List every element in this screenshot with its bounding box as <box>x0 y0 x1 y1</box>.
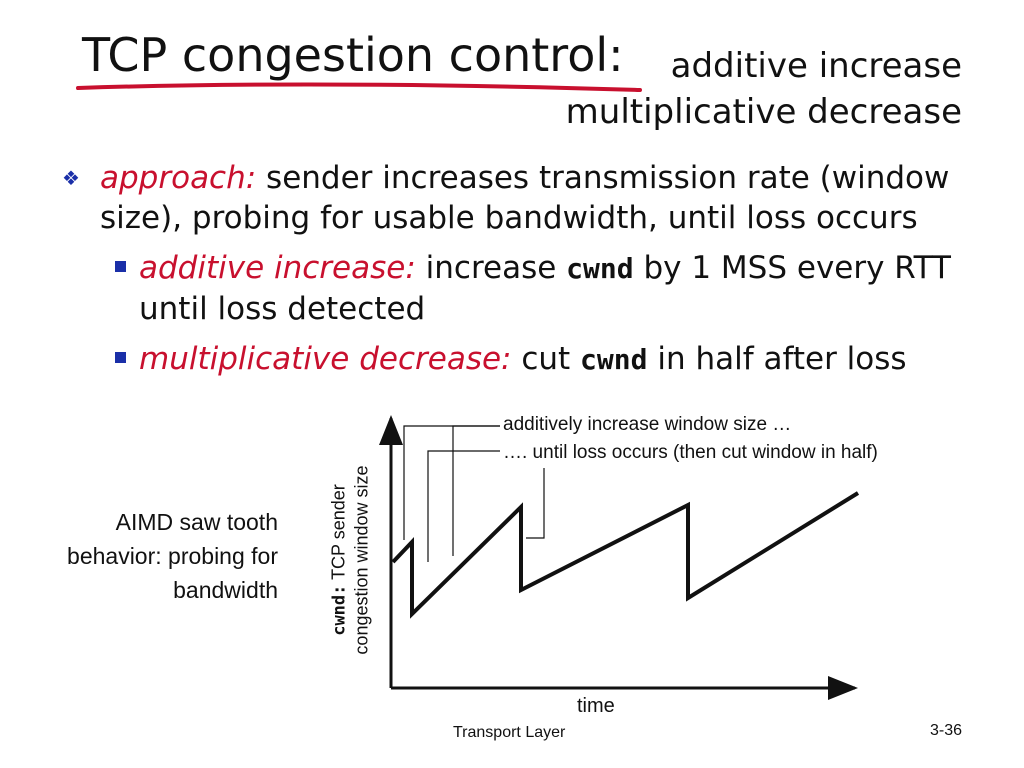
additive-text-after: by 1 MSS every RTT until loss detected <box>139 250 951 327</box>
bullet-multiplicative-decrease: multiplicative decrease: cut cwnd in hal… <box>115 339 995 380</box>
y-axis-label-code: cwnd: <box>329 584 350 636</box>
y-axis-label-text1: TCP sender <box>328 484 349 585</box>
loss-leader-line <box>526 468 545 539</box>
slide-title: TCP congestion control: <box>82 28 624 82</box>
x-axis-label: time <box>577 695 615 717</box>
additive-text-before: increase <box>415 250 567 286</box>
increase-leader-line <box>403 425 500 540</box>
page-number: 3-36 <box>929 722 962 739</box>
multiplicative-label: multiplicative decrease: <box>139 341 512 377</box>
square-bullet-icon <box>115 352 126 363</box>
bullet-additive-increase: additive increase: increase cwnd by 1 MS… <box>115 248 995 329</box>
bullet-approach: ❖ approach: sender increases transmissio… <box>62 158 982 238</box>
square-bullet-icon <box>115 261 126 272</box>
cwnd-sawtooth-line <box>391 491 860 619</box>
approach-text: sender increases transmission rate (wind… <box>100 160 950 236</box>
additive-code: cwnd <box>566 252 634 285</box>
slide-subtitle-line2: multiplicative decrease <box>565 92 962 132</box>
slide-subtitle-line1: additive increase <box>670 46 962 86</box>
diamond-bullet-icon: ❖ <box>62 166 80 190</box>
footer-section-title: Transport Layer <box>453 724 566 741</box>
increase-leader-line <box>452 425 500 556</box>
annotation-loss: …. until loss occurs (then cut window in… <box>503 442 878 463</box>
approach-label: approach: <box>100 160 257 196</box>
additive-label: additive increase: <box>139 250 416 286</box>
y-axis-label-text2: congestion window size <box>351 465 372 655</box>
y-axis-label: cwnd: TCP sender congestion window size <box>328 430 373 690</box>
loss-leader-line <box>427 450 500 562</box>
multiplicative-text-after: in half after loss <box>647 341 907 377</box>
multiplicative-code: cwnd <box>580 343 648 376</box>
aimd-caption: AIMD saw tooth behavior: probing for ban… <box>67 509 278 603</box>
annotation-additive-increase: additively increase window size … <box>503 414 792 435</box>
multiplicative-text-before: cut <box>511 341 581 377</box>
